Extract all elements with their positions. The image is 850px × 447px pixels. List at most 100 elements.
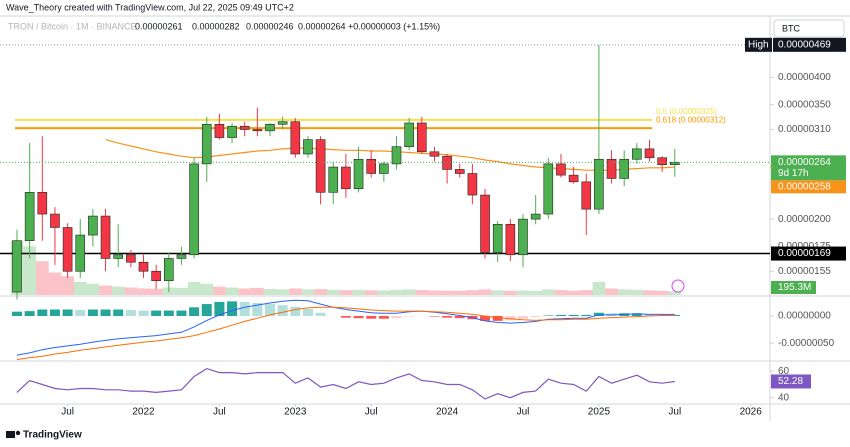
candle-body	[404, 122, 414, 147]
volume-bar	[352, 289, 365, 295]
candle-body	[492, 223, 503, 253]
volume-bar	[516, 290, 530, 295]
volume-bar	[314, 289, 327, 295]
logo-mark	[15, 430, 21, 436]
candle-body	[632, 148, 642, 160]
volume-bar	[86, 283, 100, 295]
close-value: 0.00000264	[298, 21, 346, 31]
candle-body	[100, 215, 111, 259]
candle-body	[12, 240, 22, 293]
candle-body	[543, 163, 554, 215]
y-tick-label: 0.00000200	[778, 214, 831, 225]
macd-histogram-bar	[138, 310, 149, 317]
brand: TradingView	[23, 430, 82, 441]
candle-body	[227, 125, 237, 138]
macd-histogram-bar	[366, 316, 377, 319]
x-tick-label: 2023	[284, 407, 307, 418]
candle-body	[37, 192, 48, 215]
fib-level-label: 0.5 (0.00000325)	[656, 107, 717, 116]
volume-bar	[289, 288, 302, 295]
event-icon[interactable]	[671, 279, 685, 293]
candle-body	[290, 121, 301, 155]
currency-label[interactable]: BTC	[782, 23, 801, 33]
macd-histogram-bar	[201, 304, 212, 317]
candle-body	[24, 192, 35, 241]
macd-histogram-bar	[581, 314, 592, 317]
rsi-tick-label: 40	[778, 392, 790, 403]
currency-button[interactable]	[773, 19, 845, 38]
macd-histogram-bar	[353, 316, 364, 319]
macd-histogram-bar	[176, 310, 187, 317]
volume-bar	[377, 290, 391, 295]
symbol: TRON / Bitcoin · 1M · BINANCE	[8, 21, 137, 31]
volume-bar	[276, 289, 289, 295]
volume-bar	[617, 289, 631, 295]
x-tick-label: Jul	[61, 407, 74, 418]
macd-histogram-bar	[555, 314, 566, 317]
candle-body	[164, 258, 174, 281]
candle-body	[669, 162, 680, 165]
open-value: 0.00000261	[135, 21, 183, 31]
candle-body	[62, 227, 73, 272]
candle-body	[341, 166, 351, 190]
macd-histogram-bar	[227, 301, 238, 317]
volume-bar	[263, 289, 277, 295]
volume-bar	[238, 288, 252, 295]
candle-body	[518, 218, 528, 256]
macd-histogram-bar	[49, 309, 60, 317]
ma-value-label: 0.00000258	[778, 181, 831, 192]
volume-bar	[251, 287, 264, 295]
candle-body	[75, 234, 86, 272]
macd-histogram-bar	[125, 310, 136, 317]
candle-body	[379, 163, 389, 174]
signal-line	[16, 306, 675, 360]
macd-histogram-bar	[631, 313, 642, 317]
macd-histogram-bar	[100, 309, 111, 317]
candle-body	[454, 169, 465, 174]
candle-body	[606, 158, 617, 179]
volume-bar	[200, 283, 214, 295]
candle-body	[353, 158, 364, 190]
x-tick-label: 2022	[132, 407, 155, 418]
volume-bar	[668, 291, 682, 295]
volume-bar	[36, 261, 49, 295]
volume-bar	[390, 289, 403, 295]
credit: Wave_Theory created with TradingView.com…	[6, 2, 294, 12]
volume-bar	[529, 290, 542, 295]
macd-histogram-bar	[340, 316, 351, 318]
macd-histogram-bar	[505, 316, 516, 321]
x-tick-label: Jul	[668, 407, 681, 418]
volume-bar	[643, 290, 656, 295]
volume-bar	[48, 272, 62, 295]
macd-histogram-bar	[518, 316, 528, 319]
candle-body	[315, 139, 326, 193]
volume-bar	[301, 289, 315, 295]
volume-bar	[478, 289, 492, 295]
volume-bar	[213, 286, 226, 295]
candle-body	[657, 157, 667, 165]
logo-mark	[6, 431, 15, 438]
macd-histogram-bar	[543, 315, 554, 317]
volume-bar	[364, 290, 378, 295]
volume-value-label: 195.3M	[778, 282, 811, 293]
fib-level-label: 0.618 (0.00000312)	[656, 115, 726, 124]
macd-histogram-bar	[593, 312, 604, 317]
volume-bar	[23, 246, 36, 295]
macd-histogram-bar	[163, 310, 174, 317]
volume-bar	[111, 286, 125, 295]
candle-body	[113, 254, 123, 259]
candle-body	[138, 261, 149, 272]
macd-histogram-bar	[252, 302, 263, 317]
macd-histogram-bar	[265, 304, 275, 317]
candle-body	[416, 122, 427, 153]
x-tick-label: Jul	[517, 407, 530, 418]
macd-histogram-bar	[62, 309, 73, 317]
x-tick-label: Jul	[365, 407, 378, 418]
candle-body	[176, 254, 187, 259]
macd-histogram-bar	[492, 316, 503, 321]
macd-histogram-bar	[391, 316, 402, 319]
y-tick-label: 0.00000400	[778, 72, 831, 83]
x-tick-label: 2025	[588, 407, 611, 418]
